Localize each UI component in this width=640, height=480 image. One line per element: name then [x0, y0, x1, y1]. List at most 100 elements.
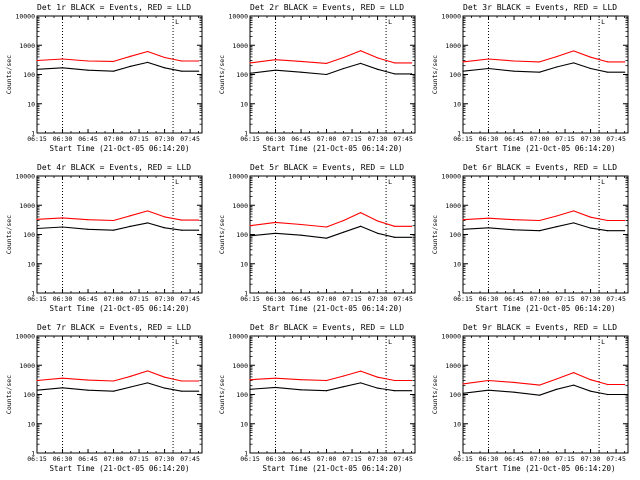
series-lld-line: [36, 370, 199, 382]
panel-title: Det 8r BLACK = Events, RED = LLD: [250, 323, 404, 332]
data-point: [376, 220, 379, 222]
marker-label: L: [601, 18, 605, 26]
data-point: [146, 222, 149, 224]
y-tick-label: 1000: [232, 42, 248, 50]
data-point: [146, 50, 149, 53]
data-point: [112, 229, 115, 231]
data-point: [555, 66, 558, 68]
data-point: [487, 379, 490, 382]
y-tick-label: 10: [453, 100, 461, 108]
x-tick-label: 07:00: [104, 455, 124, 463]
y-tick-label: 10: [240, 100, 248, 108]
series-lld-line: [249, 212, 412, 228]
series-lld-line: [462, 210, 625, 222]
marker-label: L: [175, 178, 179, 186]
data-point: [180, 60, 183, 62]
x-axis-label: Start Time (21-Oct-05 06:14:20): [50, 304, 190, 313]
x-tick-label: 06:30: [53, 455, 73, 463]
panel-det-5: Det 5r BLACK = Events, RED = LLD 1 10 100 10…: [218, 163, 416, 313]
x-tick-label: 06:45: [78, 295, 98, 303]
data-point: [197, 60, 200, 62]
data-point: [342, 375, 345, 377]
data-point: [129, 65, 132, 67]
data-point: [393, 62, 396, 64]
marker-label: L: [388, 338, 392, 346]
series-events-line: [249, 62, 412, 76]
data-point: [300, 223, 302, 226]
data-point: [61, 387, 64, 389]
x-tick-label: 06:30: [266, 455, 286, 463]
panel-title: Det 7r BLACK = Events, RED = LLD: [37, 323, 191, 332]
data-point: [163, 216, 166, 218]
panel-title: Det 6r BLACK = Events, RED = LLD: [463, 163, 617, 172]
x-tick-label: 06:45: [291, 455, 311, 463]
y-tick-label: 1: [244, 130, 248, 138]
data-point: [376, 57, 379, 59]
data-point: [180, 390, 183, 392]
y-tick-label: 100: [23, 231, 35, 239]
data-point: [513, 391, 515, 393]
plot-frame: [462, 335, 629, 454]
series-lld-line: [462, 372, 625, 386]
series-events-line: [462, 222, 625, 232]
x-tick-label: 06:45: [78, 135, 98, 143]
y-tick-label: 1: [244, 450, 248, 458]
series-events-line: [462, 62, 625, 73]
series-events-line: [36, 61, 199, 72]
data-point: [197, 70, 200, 72]
y-axis-label: Counts/sec: [5, 55, 13, 94]
data-point: [555, 215, 558, 217]
data-point: [393, 236, 396, 238]
data-point: [410, 225, 413, 227]
data-point: [589, 390, 592, 392]
panel-det-7: Det 7r BLACK = Events, RED = LLD 1 10 100 10…: [5, 323, 203, 473]
y-tick-label: 100: [23, 391, 35, 399]
data-point: [572, 384, 575, 386]
data-point: [87, 60, 89, 62]
data-point: [61, 377, 64, 379]
data-point: [197, 219, 200, 221]
y-tick-label: 1000: [19, 42, 35, 50]
data-point: [249, 72, 251, 74]
x-tick-label: 07:45: [393, 455, 413, 463]
data-point: [462, 383, 464, 385]
data-point: [555, 388, 558, 390]
x-tick-label: 07:45: [393, 135, 413, 143]
data-point: [129, 225, 132, 227]
data-point: [274, 232, 277, 234]
panel-det-6: Det 6r BLACK = Events, RED = LLD 1 10 100 10…: [431, 163, 629, 313]
panel-title: Det 5r BLACK = Events, RED = LLD: [250, 163, 404, 172]
y-tick-label: 10000: [228, 13, 248, 21]
y-tick-label: 1: [457, 130, 461, 138]
series-lld-line: [249, 370, 412, 382]
x-tick-label: 06:15: [240, 455, 260, 463]
data-point: [572, 222, 575, 224]
data-point: [249, 225, 251, 227]
x-tick-label: 06:15: [453, 135, 473, 143]
data-point: [87, 379, 89, 381]
x-tick-label: 07:45: [180, 295, 200, 303]
data-point: [112, 380, 115, 382]
data-point: [36, 227, 38, 230]
y-axis-label: Counts/sec: [431, 215, 439, 254]
data-point: [359, 212, 362, 214]
x-tick-label: 07:30: [581, 455, 601, 463]
data-point: [325, 390, 328, 392]
panel-det-8: Det 8r BLACK = Events, RED = LLD 1 10 100 10…: [218, 323, 416, 473]
data-point: [61, 217, 64, 219]
x-tick-label: 07:15: [555, 455, 575, 463]
data-point: [555, 378, 558, 380]
x-tick-label: 06:30: [53, 135, 73, 143]
data-point: [87, 228, 89, 230]
x-tick-label: 07:30: [368, 135, 388, 143]
y-tick-label: 1: [31, 450, 35, 458]
data-point: [146, 61, 149, 63]
data-point: [112, 70, 115, 72]
x-tick-label: 07:00: [104, 135, 124, 143]
x-tick-label: 07:00: [530, 135, 550, 143]
x-tick-label: 07:45: [606, 455, 626, 463]
data-point: [462, 228, 464, 230]
x-axis-label: Start Time (21-Oct-05 06:14:20): [263, 464, 403, 473]
data-point: [163, 387, 166, 389]
series-lld-line: [249, 50, 412, 64]
